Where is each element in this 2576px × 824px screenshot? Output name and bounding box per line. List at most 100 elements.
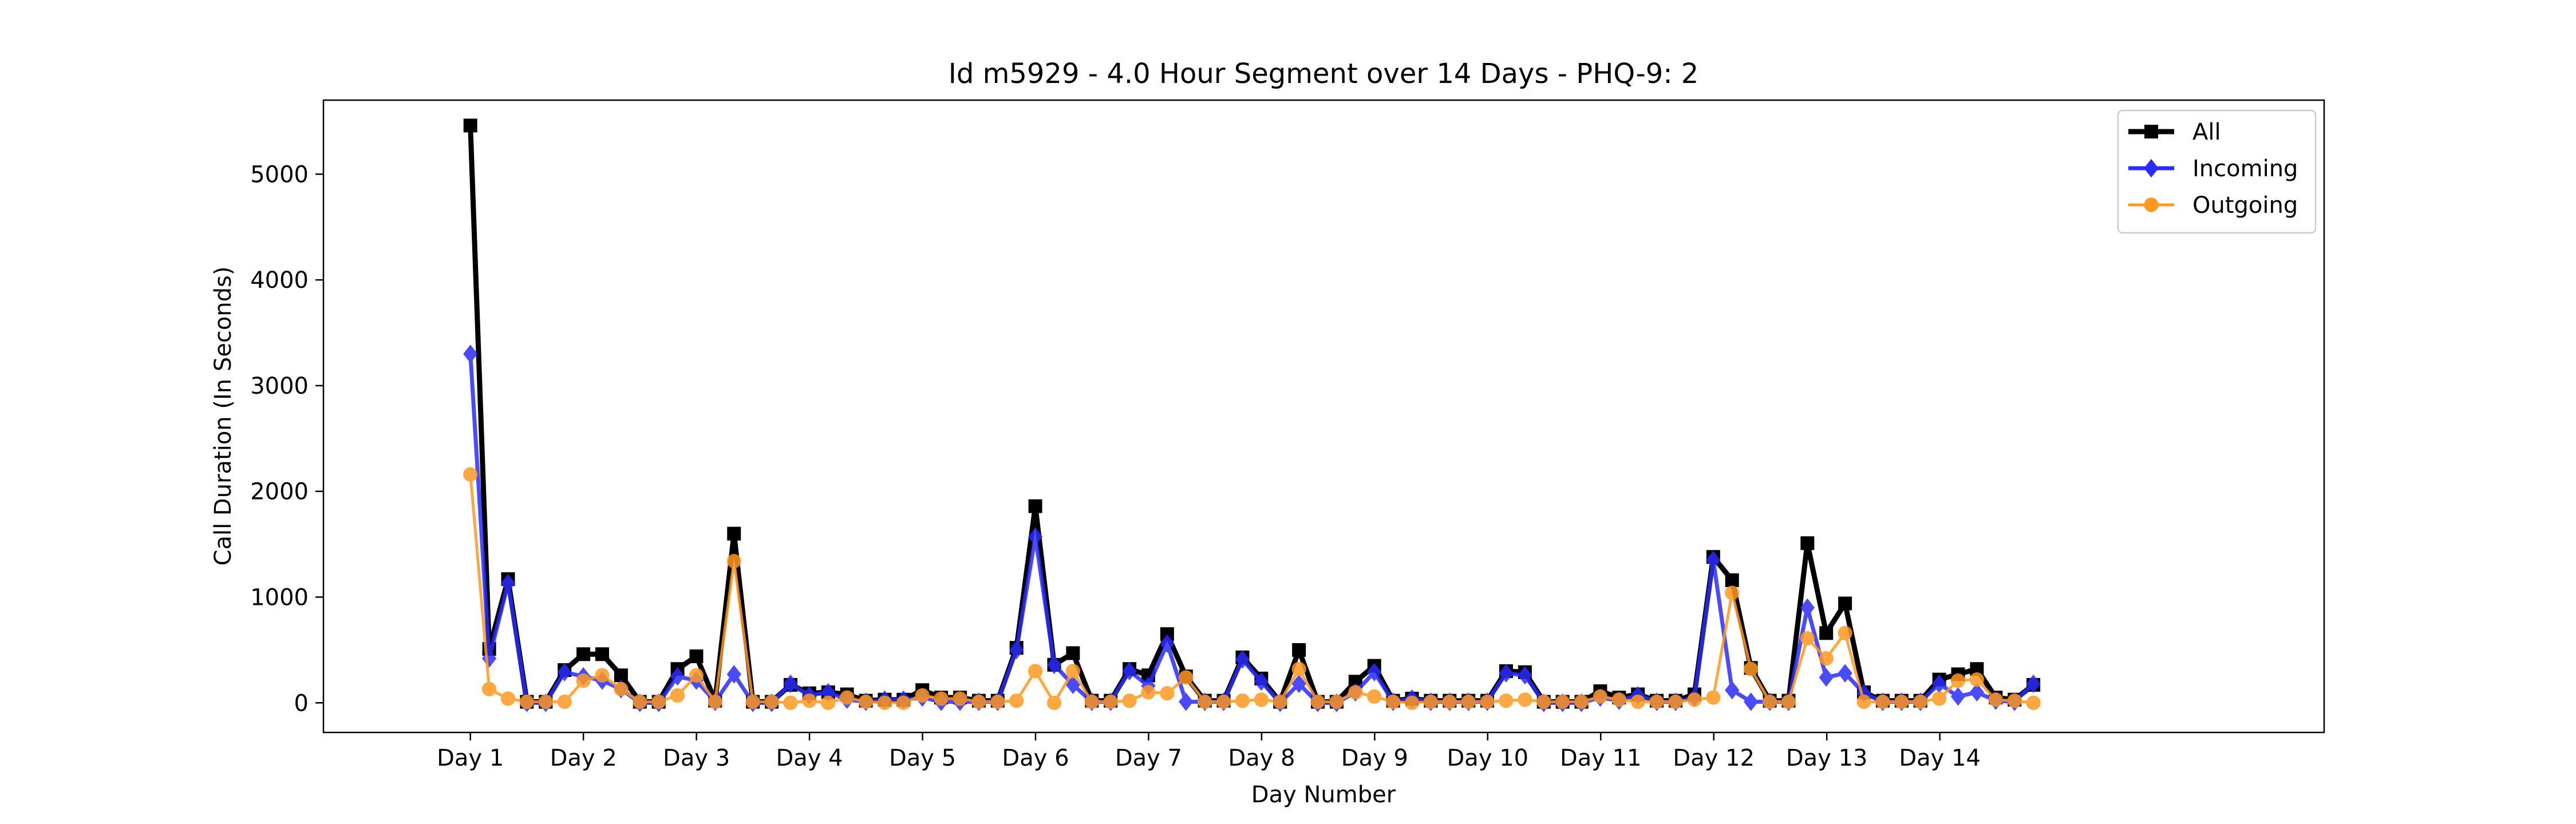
- data-point-outgoing: [1404, 695, 1420, 710]
- data-point-outgoing: [1198, 694, 1212, 710]
- data-point-outgoing: [538, 694, 553, 710]
- data-point-outgoing: [1254, 692, 1269, 707]
- data-point-all: [1838, 596, 1852, 611]
- data-point-outgoing: [576, 673, 591, 688]
- data-point-outgoing: [463, 467, 478, 482]
- data-point-outgoing: [1875, 694, 1890, 710]
- data-point-outgoing: [1950, 673, 1966, 688]
- data-point-all: [463, 118, 477, 133]
- data-point-incoming: [1819, 668, 1834, 687]
- data-point-incoming: [1499, 664, 1514, 683]
- data-point-all: [727, 526, 741, 541]
- legend-item-incoming: Incoming: [2128, 156, 2298, 182]
- data-point-incoming: [1931, 674, 1947, 694]
- x-tick-label: Day 3: [663, 745, 730, 771]
- data-point-outgoing: [1819, 651, 1834, 666]
- data-point-outgoing: [1273, 694, 1287, 710]
- data-point-outgoing: [1894, 694, 1909, 710]
- data-point-incoming: [1725, 680, 1740, 700]
- data-point-outgoing: [708, 694, 722, 710]
- data-point-incoming: [1744, 692, 1759, 711]
- series-outgoing: [463, 467, 2041, 710]
- data-point-outgoing: [1103, 694, 1118, 710]
- data-point-all: [595, 647, 609, 661]
- data-point-outgoing: [783, 695, 798, 710]
- data-point-incoming: [1518, 666, 1532, 685]
- legend-item-all: All: [2128, 119, 2221, 145]
- data-point-all: [1725, 573, 1739, 587]
- data-point-all: [1066, 646, 1080, 660]
- data-point-outgoing: [1611, 692, 1626, 707]
- plot-area: [322, 99, 2325, 734]
- data-point-incoming: [821, 683, 836, 702]
- data-point-outgoing: [1423, 694, 1439, 710]
- x-tick-label: Day 8: [1228, 745, 1295, 771]
- data-point-outgoing: [915, 688, 930, 703]
- data-point-outgoing: [1329, 694, 1344, 710]
- data-point-incoming: [1179, 692, 1194, 711]
- x-tick-label: Day 2: [550, 745, 617, 771]
- data-point-outgoing: [840, 690, 855, 705]
- data-point-outgoing: [1856, 694, 1871, 710]
- data-point-incoming: [670, 667, 685, 686]
- data-point-incoming: [1028, 527, 1043, 546]
- legend-marker: [2144, 125, 2158, 138]
- x-tick-label: Day 14: [1899, 745, 1981, 771]
- data-point-outgoing: [1216, 694, 1231, 710]
- x-tick-label: Day 10: [1447, 745, 1529, 771]
- data-point-outgoing: [595, 668, 610, 683]
- data-point-all: [1028, 499, 1042, 513]
- data-point-outgoing: [1348, 685, 1363, 700]
- data-point-outgoing: [1141, 685, 1156, 700]
- x-tick-label: Day 4: [776, 745, 843, 771]
- data-point-outgoing: [557, 694, 572, 710]
- data-point-outgoing: [1988, 692, 2003, 707]
- data-point-outgoing: [1630, 694, 1645, 710]
- y-tick-label: 5000: [250, 161, 309, 188]
- data-point-outgoing: [1838, 625, 1852, 640]
- x-tick-label: Day 12: [1673, 745, 1755, 771]
- data-point-incoming: [2026, 674, 2041, 694]
- data-point-incoming: [1235, 650, 1250, 669]
- data-point-outgoing: [1084, 694, 1099, 710]
- data-point-incoming: [1291, 674, 1306, 694]
- data-point-outgoing: [934, 691, 949, 706]
- data-point-incoming: [1950, 687, 1966, 706]
- data-point-incoming: [1856, 684, 1871, 703]
- series-layer: [463, 118, 2041, 712]
- data-point-incoming: [1838, 664, 1852, 683]
- data-point-outgoing: [764, 694, 779, 710]
- legend-box: [2117, 109, 2317, 234]
- data-point-outgoing: [1913, 694, 1928, 710]
- legend-label: All: [2192, 119, 2221, 145]
- data-point-outgoing: [1574, 694, 1589, 710]
- data-point-incoming: [463, 344, 478, 363]
- data-point-all: [1292, 643, 1306, 657]
- legend-marker: [2144, 159, 2159, 178]
- data-point-incoming: [1160, 634, 1175, 653]
- data-point-outgoing: [1668, 694, 1683, 710]
- data-point-incoming: [1254, 672, 1269, 691]
- y-tick-label: 2000: [250, 479, 309, 505]
- data-point-all: [576, 647, 591, 661]
- data-point-outgoing: [670, 688, 685, 703]
- data-point-outgoing: [1009, 693, 1024, 708]
- data-point-outgoing: [802, 693, 817, 708]
- data-point-outgoing: [1291, 661, 1306, 676]
- y-tick-label: 3000: [250, 373, 309, 399]
- data-point-incoming: [783, 674, 798, 694]
- data-point-outgoing: [1932, 691, 1947, 706]
- legend-marker: [2144, 197, 2159, 212]
- legend: All Incoming Outgoing: [2117, 109, 2317, 234]
- data-point-all: [689, 649, 704, 663]
- data-point-outgoing: [1480, 694, 1495, 710]
- data-point-outgoing: [1160, 686, 1175, 701]
- data-point-outgoing: [689, 668, 704, 683]
- x-axis-label: Day Number: [1251, 782, 1396, 808]
- legend-label: Outgoing: [2192, 192, 2298, 219]
- data-point-outgoing: [1310, 694, 1325, 710]
- x-tick-label: Day 1: [437, 745, 504, 771]
- data-point-incoming: [1046, 655, 1062, 674]
- data-point-incoming: [1122, 661, 1137, 681]
- x-tick-label: Day 11: [1560, 745, 1642, 771]
